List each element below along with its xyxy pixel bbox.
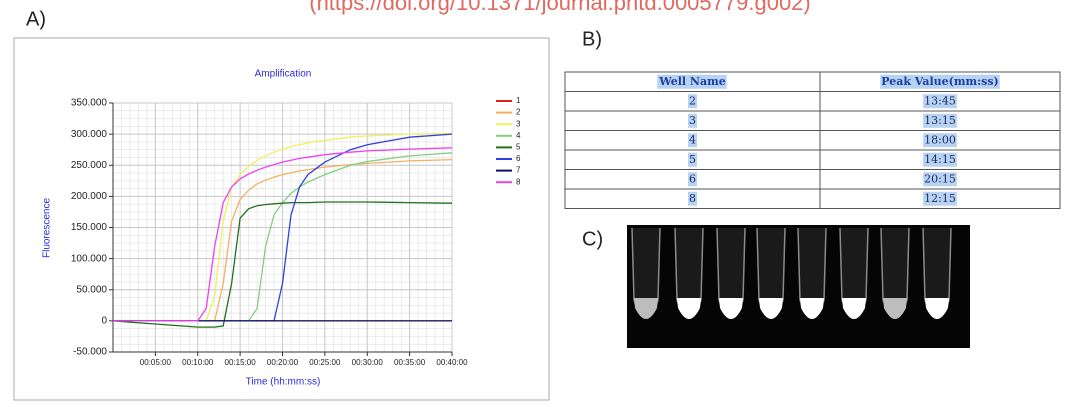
tube-photo (631, 227, 952, 319)
y-tick-label: 350.000 (71, 98, 108, 109)
table-cell: 20:15 (924, 172, 956, 185)
panel-label: A) (26, 8, 46, 30)
legend-label: 5 (516, 143, 521, 152)
table-cell: 4 (689, 133, 696, 146)
tube-glow (759, 298, 783, 319)
text-highlight (923, 94, 957, 109)
text-highlight (880, 74, 1000, 89)
tube-glow (719, 298, 743, 319)
x-axis-label: Time (hh:mm:ss) (246, 377, 321, 388)
y-tick-label: 150.000 (71, 222, 108, 233)
y-tick-label: 200.000 (71, 191, 108, 202)
y-tick-label: 0 (101, 316, 107, 327)
table-cell: 6 (689, 172, 696, 185)
series-line (112, 201, 453, 328)
table-cell: 8 (689, 192, 696, 205)
table-cell: 5 (689, 153, 696, 166)
text-highlight (688, 191, 697, 206)
x-tick-label: 00:05:00 (140, 358, 172, 367)
legend-label: 7 (516, 166, 521, 175)
x-tick-label: 00:35:00 (394, 358, 426, 367)
table-header: Well Name (658, 75, 725, 88)
y-axis-label: Fluorescence (42, 198, 53, 258)
y-tick-label: 250.000 (71, 160, 108, 171)
table-cell: 14:15 (924, 153, 956, 166)
chart-title: Amplification (255, 69, 312, 80)
y-tick-label: 300.000 (71, 129, 108, 140)
legend-label: 4 (516, 131, 521, 140)
tube-glow (634, 298, 658, 319)
text-highlight (923, 172, 957, 187)
legend-label: 2 (516, 108, 521, 117)
table-cell: 18:00 (924, 133, 956, 146)
y-tick-label: 100.000 (71, 253, 108, 264)
x-tick-label: 00:15:00 (225, 358, 257, 367)
table-border (564, 71, 1061, 209)
text-highlight (923, 113, 957, 128)
text-highlight (688, 172, 697, 187)
text-highlight (688, 133, 697, 148)
text-highlight (688, 113, 697, 128)
text-highlight (688, 152, 697, 167)
text-highlight (923, 133, 957, 148)
table-cell: 12:15 (924, 192, 956, 205)
tube-glow (677, 298, 701, 319)
tube-glow (883, 298, 907, 319)
x-tick-label: 00:25:00 (309, 358, 341, 367)
table-cell: 13:15 (924, 114, 956, 127)
table: Well Name Peak Value(mm:ss) 2 13:45 3 13:15 4 1… (564, 71, 1061, 209)
series-line (113, 132, 453, 322)
table-cell: 3 (689, 114, 696, 127)
text-highlight (657, 74, 727, 89)
y-tick-label: -50.000 (73, 347, 107, 358)
x-tick-label: 00:20:00 (267, 358, 299, 367)
table-cell: 2 (689, 94, 696, 107)
tube-glow (925, 298, 949, 319)
text-highlight (923, 191, 957, 206)
x-tick-label: 00:40:00 (436, 358, 468, 367)
x-tick-label: 00:30:00 (352, 358, 384, 367)
text-highlight (923, 152, 957, 167)
panel-label: C) (582, 228, 603, 250)
tube-glow (842, 298, 866, 319)
table-header: Peak Value(mm:ss) (881, 75, 999, 88)
legend-label: 8 (516, 177, 521, 186)
legend-label: 3 (516, 119, 521, 128)
source-link: (https://doi.org/10.1371/journal.pntd.00… (309, 0, 811, 15)
x-tick-label: 00:10:00 (182, 358, 214, 367)
tube-glow (800, 298, 824, 319)
text-highlight (688, 94, 697, 109)
y-tick-label: 50.000 (76, 284, 107, 295)
legend-label: 6 (516, 154, 521, 163)
series-line (113, 147, 453, 322)
panel-label: B) (582, 28, 602, 50)
legend-label: 1 (516, 96, 521, 105)
table-cell: 13:45 (924, 94, 956, 107)
